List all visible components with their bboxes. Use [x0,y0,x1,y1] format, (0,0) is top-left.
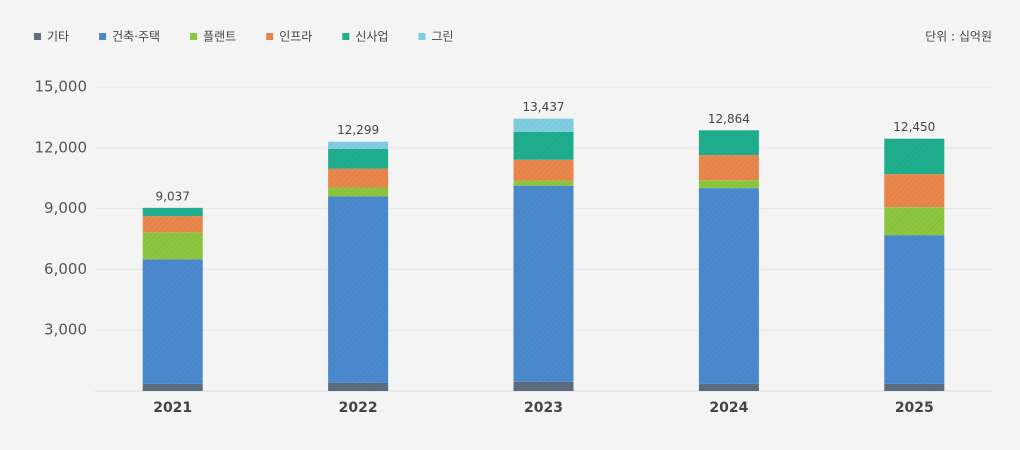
y-tick-label: 6,000 [44,260,87,278]
bar-hatch [142,232,203,260]
bar-hatch [698,383,759,391]
legend-label: 플랜트 [203,30,236,44]
bar-hatch [698,155,759,181]
bar-hatch [698,180,759,189]
bar-hatch [142,207,203,217]
bar-hatch [884,174,945,208]
total-label: 12,864 [708,112,750,126]
total-label: 12,299 [337,123,379,137]
bar-hatch [513,381,574,391]
y-tick-label: 12,000 [35,138,88,156]
total-label: 12,450 [893,120,935,134]
bar-hatch [513,118,574,132]
x-tick-label: 2022 [339,400,378,416]
legend-swatch [34,33,41,40]
total-label: 13,437 [523,100,565,114]
bar-hatch [328,148,389,169]
bar-hatch [884,383,945,391]
bar-hatch [328,187,389,197]
bar-hatch [328,141,389,149]
x-tick-label: 2021 [153,400,192,416]
bar-hatch [698,130,759,156]
bar-hatch [513,180,574,186]
legend-label: 신사업 [355,30,388,44]
legend-swatch [266,33,274,40]
x-tick-label: 2023 [524,400,563,416]
x-tick-label: 2025 [895,400,934,416]
bar-hatch [328,168,389,188]
bar-hatch [142,216,203,233]
y-tick-label: 3,000 [44,321,87,339]
bar-hatch [142,383,203,391]
bar-hatch [884,235,945,384]
legend-label: 기타 [47,30,69,44]
total-label: 9,037 [156,189,190,203]
y-tick-label: 9,000 [44,199,87,217]
bar-hatch [513,159,574,181]
bar-hatch [884,138,945,175]
unit-label: 단위 : 십억원 [925,30,992,44]
bar-hatch [328,196,389,383]
legend-swatch [342,33,350,40]
legend-label: 인프라 [279,30,312,44]
bar-hatch [328,382,389,391]
legend-swatch [190,33,198,40]
bar-hatch [884,207,945,236]
legend-swatch [418,33,426,40]
bar-hatch [513,131,574,160]
y-tick-label: 15,000 [35,78,88,96]
bar-hatch [698,188,759,384]
x-tick-label: 2024 [709,400,748,416]
legend-label: 그린 [431,30,453,44]
legend-label: 건축·주택 [112,30,160,44]
legend-swatch [99,33,107,40]
bar-hatch [513,185,574,382]
bar-hatch [142,259,203,384]
